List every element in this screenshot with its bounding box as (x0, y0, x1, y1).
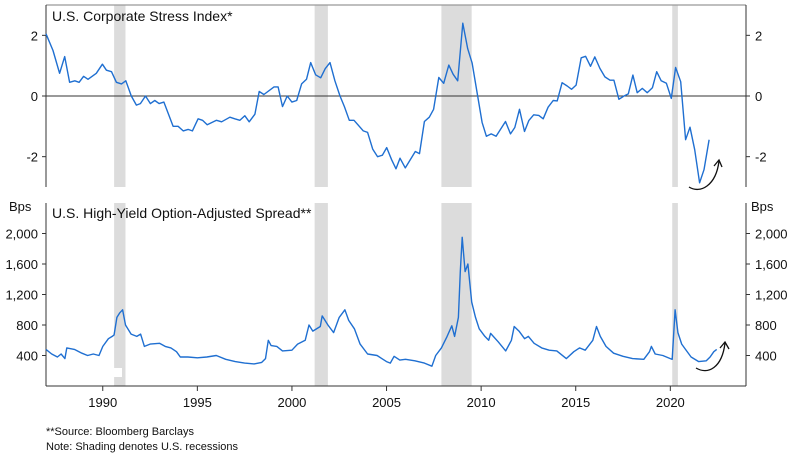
y-tick-label-left: 2,000 (5, 227, 38, 242)
recession-band-2-panel-1 (441, 203, 472, 386)
x-tick-label: 2015 (561, 395, 590, 410)
recession-shading (114, 5, 678, 386)
y-tick-label-right: 2,000 (755, 227, 788, 242)
recession-band-0-panel-1 (114, 203, 126, 386)
y-tick-label-left: 0 (31, 89, 38, 104)
y-tick-label-left: -2 (26, 150, 38, 165)
shading-gap (108, 368, 122, 377)
rebound-arrow-bottom (695, 340, 730, 372)
x-tick-label: 2020 (656, 395, 685, 410)
recession-band-1-panel-1 (314, 203, 328, 386)
left-unit-label: Bps (9, 199, 32, 214)
x-tick-label: 2000 (277, 395, 306, 410)
top-chart-title: U.S. Corporate Stress Index* (52, 8, 233, 24)
y-tick-label-left: 1,600 (5, 257, 38, 272)
y-tick-label-left: 2 (31, 28, 38, 43)
y-tick-label-left: 400 (16, 349, 38, 364)
x-tick-label: 1995 (183, 395, 212, 410)
y-tick-label-right: 400 (755, 349, 777, 364)
y-tick-label-right: 800 (755, 318, 777, 333)
y-tick-label-right: 1,200 (755, 288, 788, 303)
y-tick-label-right: -2 (755, 150, 767, 165)
bottom-chart-title: U.S. High-Yield Option-Adjusted Spread** (52, 205, 312, 221)
y-tick-label-right: 0 (755, 89, 762, 104)
hy-spread-line (45, 236, 718, 367)
x-tick-label: 2005 (372, 395, 401, 410)
y-tick-label-left: 800 (16, 318, 38, 333)
recession-band-3-panel-1 (672, 203, 678, 386)
x-tick-label: 2010 (467, 395, 496, 410)
rebound-arrow-top (688, 158, 723, 191)
stress-index-line (45, 22, 710, 184)
y-tick-label-right: 1,600 (755, 257, 788, 272)
right-unit-label: Bps (751, 199, 774, 214)
x-tick-label: 1990 (88, 395, 117, 410)
source-note: **Source: Bloomberg Barclays (46, 426, 194, 438)
y-tick-label-left: 1,200 (5, 288, 38, 303)
shading-note: Note: Shading denotes U.S. recessions (46, 441, 239, 453)
y-tick-label-right: 2 (755, 28, 762, 43)
